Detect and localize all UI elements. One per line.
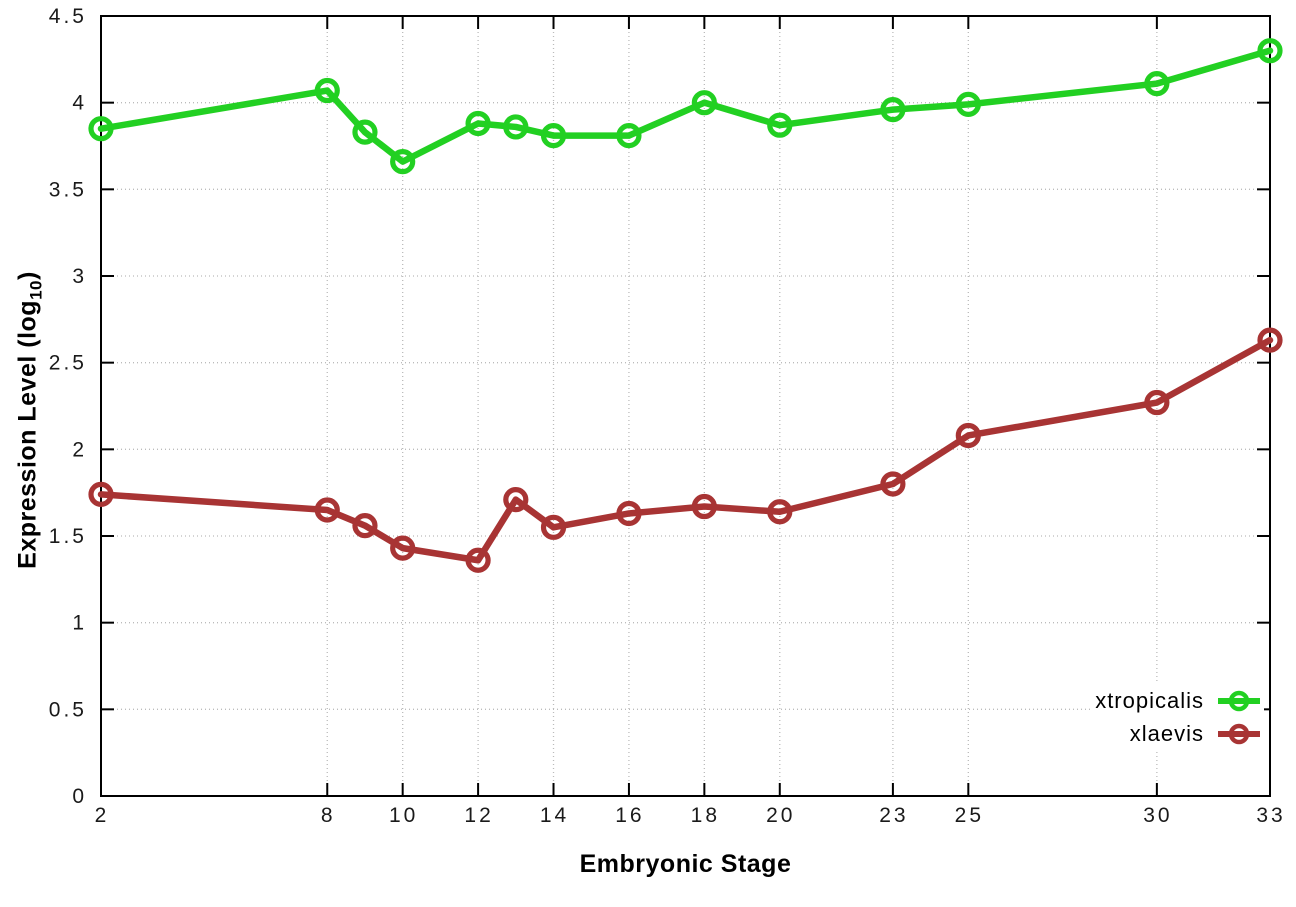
y-axis-title-subscript: 10 bbox=[26, 279, 46, 300]
series-point-xlaevis bbox=[352, 512, 378, 539]
y-tick-label: 4.5 bbox=[49, 5, 87, 28]
series-point-xtropicalis bbox=[465, 110, 491, 137]
series-point-xtropicalis bbox=[955, 91, 981, 118]
series-point-xlaevis bbox=[691, 493, 717, 520]
x-axis-title: Embryonic Stage bbox=[579, 850, 792, 878]
series-point-xtropicalis bbox=[1144, 70, 1170, 97]
series-point-xlaevis bbox=[1144, 389, 1170, 416]
y-tick-label: 3.5 bbox=[49, 178, 87, 201]
series-point-xlaevis bbox=[88, 481, 114, 507]
series-point-xtropicalis bbox=[767, 112, 793, 138]
series-point-xlaevis bbox=[880, 471, 906, 497]
series-point-xlaevis bbox=[390, 535, 416, 561]
legend-label-xlaevis: xlaevis bbox=[1129, 720, 1204, 746]
plot-border bbox=[100, 15, 1271, 797]
series-point-xlaevis bbox=[465, 547, 491, 573]
y-tick-label: 4 bbox=[72, 92, 87, 115]
x-tick-label: 33 bbox=[1256, 804, 1285, 827]
series-point-xtropicalis bbox=[314, 77, 340, 104]
y-axis-title-text: Expression Level (log bbox=[13, 299, 42, 569]
series-point-xlaevis bbox=[767, 499, 793, 525]
y-tick-label: 0.5 bbox=[49, 698, 87, 721]
x-tick-label: 18 bbox=[691, 804, 720, 827]
series-point-xlaevis bbox=[314, 497, 340, 523]
legend-item-xtropicalis: xtropicalis bbox=[1095, 684, 1262, 717]
series-point-xtropicalis bbox=[1257, 38, 1283, 64]
y-tick-label: 2.5 bbox=[49, 352, 87, 375]
x-tick-label: 20 bbox=[766, 804, 795, 827]
y-tick-label: 0 bbox=[72, 785, 87, 808]
series-point-xtropicalis bbox=[880, 96, 906, 123]
xlaevis-line-marker-icon bbox=[1218, 723, 1260, 744]
series-point-xlaevis bbox=[540, 514, 567, 540]
x-tick-label: 8 bbox=[321, 804, 336, 827]
series-point-xlaevis bbox=[503, 487, 529, 513]
x-tick-label: 10 bbox=[389, 804, 418, 827]
series-point-xtropicalis bbox=[390, 149, 416, 175]
legend: xtropicalis xlaevis bbox=[1093, 684, 1264, 750]
x-tick-label: 23 bbox=[879, 804, 908, 827]
series-point-xtropicalis bbox=[691, 90, 717, 116]
y-tick-label: 1 bbox=[72, 612, 87, 635]
series-point-xlaevis bbox=[955, 422, 981, 449]
series-point-xtropicalis bbox=[540, 123, 567, 149]
y-tick-label: 2 bbox=[72, 438, 87, 461]
series-line-xtropicalis bbox=[97, 47, 1274, 165]
series-point-xtropicalis bbox=[503, 114, 529, 140]
series-point-xtropicalis bbox=[616, 123, 642, 149]
y-axis-title: Expression Level (log10) bbox=[14, 271, 47, 569]
legend-label-xtropicalis: xtropicalis bbox=[1095, 687, 1204, 713]
series-point-xtropicalis bbox=[352, 119, 378, 145]
series-point-xlaevis bbox=[1257, 327, 1283, 353]
x-tick-label: 2 bbox=[95, 804, 110, 827]
xtropicalis-line-marker-icon bbox=[1218, 690, 1260, 711]
y-tick-label: 3 bbox=[72, 265, 87, 288]
x-tick-label: 14 bbox=[540, 804, 569, 827]
x-tick-label: 30 bbox=[1143, 804, 1172, 827]
x-tick-label: 12 bbox=[464, 804, 493, 827]
series-point-xlaevis bbox=[616, 500, 642, 527]
x-tick-label: 25 bbox=[955, 804, 984, 827]
legend-item-xlaevis: xlaevis bbox=[1095, 717, 1262, 750]
y-tick-label: 1.5 bbox=[49, 525, 87, 548]
series-point-xtropicalis bbox=[88, 116, 114, 142]
y-axis-title-suffix: ) bbox=[13, 271, 42, 280]
series-line-xlaevis bbox=[97, 336, 1274, 564]
x-tick-label: 16 bbox=[615, 804, 644, 827]
